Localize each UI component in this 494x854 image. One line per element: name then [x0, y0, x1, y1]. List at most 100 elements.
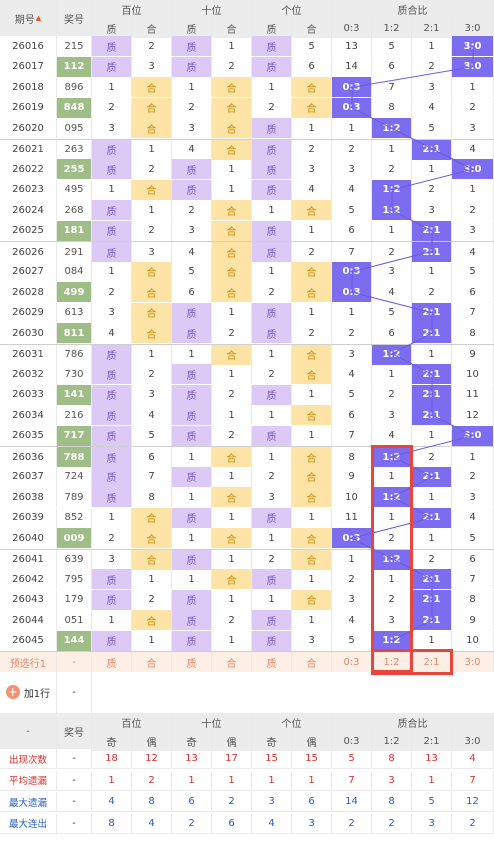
he-mark: 合 [292, 77, 332, 97]
period-header-label: 期号 [14, 14, 35, 26]
prediction-option[interactable]: 合 [212, 652, 252, 672]
data-row: 26030 811 4 合质 2 质 2 2 6 2:1 8 [0, 323, 494, 344]
ratio-miss: 3 [452, 487, 494, 507]
prediction-option[interactable]: 合 [292, 652, 332, 672]
stats-label: 出现次数 [0, 749, 57, 769]
award-number: 112 [57, 56, 92, 77]
zhi-miss: 4 [172, 139, 212, 160]
prediction-option[interactable]: 质 [252, 652, 292, 672]
main-sub-header: 0:3 [332, 18, 372, 38]
ratio-miss: 5 [332, 384, 372, 405]
zhi-mark: 质 [252, 425, 292, 446]
ratio-miss: 12 [452, 405, 494, 425]
he-mark: 合 [292, 364, 332, 384]
ratio-miss: 10 [452, 630, 494, 651]
main-period-header[interactable]: 期号 ▲ [0, 0, 57, 36]
prediction-option[interactable]: 2:1 [412, 652, 452, 672]
prediction-option[interactable]: 质 [92, 652, 132, 672]
data-row: 26020 095 3 合 3 合质 1 1 1:2 5 3 [0, 118, 494, 139]
stats-value: 1 [292, 770, 332, 791]
stats-value: 4 [132, 813, 172, 834]
he-miss: 2 [212, 425, 252, 446]
zhi-miss: 4 [92, 323, 132, 343]
ratio-miss: 1 [372, 139, 412, 160]
ratio-miss: 2 [372, 242, 412, 262]
ratio-miss: 1 [412, 425, 452, 446]
stats-value: 14 [332, 792, 372, 812]
he-mark: 合 [292, 549, 332, 570]
he-mark: 合 [292, 487, 332, 507]
ratio-miss: 6 [452, 282, 494, 302]
he-mark: 合 [292, 466, 332, 487]
ratio-hit: 2:1 [412, 242, 452, 262]
ratio-hit: 2:1 [412, 364, 452, 384]
prediction-option[interactable]: 3:0 [452, 652, 494, 672]
zhi-miss: 1 [252, 447, 292, 467]
ratio-miss: 4 [332, 610, 372, 630]
period-cell: 26022 [0, 159, 57, 179]
period-cell: 26024 [0, 200, 57, 220]
data-row: 26026 291 质 3 4 合质 2 7 2 2:1 4 [0, 241, 494, 262]
prediction-option[interactable]: 1:2 [372, 652, 412, 672]
zhi-mark: 质 [172, 630, 212, 651]
zhi-miss: 2 [172, 97, 212, 118]
prediction-option[interactable]: 质 [172, 652, 212, 672]
prediction-option[interactable]: 合 [132, 652, 172, 672]
stats-sub-header: 3:0 [452, 731, 494, 751]
main-group-header: 十位 [172, 0, 252, 20]
he-mark: 合 [292, 97, 332, 118]
stats-value: 2 [212, 792, 252, 812]
he-miss: 2 [212, 323, 252, 343]
data-row: 26027 084 1 合 5 合 1 合 0:3 3 1 5 [0, 261, 494, 283]
ratio-miss: 3 [332, 344, 372, 365]
period-cell: 26027 [0, 261, 57, 282]
ratio-hit: 3:0 [452, 36, 494, 56]
data-row: 26025 181 质 2 3 合质 1 6 1 2:1 3 [0, 220, 494, 242]
ratio-miss: 1 [412, 261, 452, 282]
stats-value: 6 [172, 792, 212, 812]
zhi-mark: 质 [252, 159, 292, 179]
period-cell: 26032 [0, 364, 57, 384]
zhi-mark: 质 [252, 630, 292, 651]
ratio-miss: 7 [372, 77, 412, 97]
ratio-miss: 4 [452, 507, 494, 528]
main-group-header: 百位 [92, 0, 172, 20]
stats-label: 最大连出 [0, 813, 57, 834]
data-row: 26019 848 2 合 2 合 2 合 0:3 8 4 2 [0, 97, 494, 119]
he-miss: 3 [132, 242, 172, 262]
he-miss: 1 [292, 569, 332, 589]
stats-row: 最大连出 -8 4 2 6 4 3 2 2 3 2 [0, 813, 494, 836]
zhi-mark: 质 [92, 242, 132, 262]
zhi-miss: 3 [172, 220, 212, 241]
period-cell: 26026 [0, 242, 57, 262]
stats-value: 12 [132, 749, 172, 769]
ratio-miss: 1 [412, 528, 452, 548]
stats-header-top: - 奖号 百位 十位 个位 质合比 [0, 713, 494, 749]
period-cell: 26036 [0, 447, 57, 467]
stats-value: 4 [252, 813, 292, 834]
zhi-mark: 质 [172, 364, 212, 384]
ratio-miss: 5 [412, 118, 452, 138]
he-miss: 4 [292, 179, 332, 200]
award-number: 724 [57, 466, 92, 487]
add-row-button[interactable]: + 加1行 [0, 671, 57, 713]
ratio-miss: 10 [452, 364, 494, 384]
he-mark: 合 [292, 344, 332, 365]
zhi-miss: 3 [92, 118, 132, 138]
he-miss: 1 [132, 200, 172, 220]
zhi-miss: 1 [172, 77, 212, 97]
stats-value: 3 [412, 813, 452, 834]
ratio-miss: 2 [372, 159, 412, 179]
ratio-miss: 1 [372, 569, 412, 589]
he-mark: 合 [132, 302, 172, 323]
period-cell: 26016 [0, 36, 57, 56]
he-miss: 1 [292, 425, 332, 446]
data-row: 26021 263 质 1 4 合质 2 2 1 2:1 4 [0, 138, 494, 160]
period-cell: 26042 [0, 569, 57, 589]
stats-sub-header: 1:2 [372, 731, 412, 751]
he-miss: 2 [132, 159, 172, 179]
period-cell: 26033 [0, 384, 57, 405]
sort-arrow-icon[interactable]: ▲ [35, 14, 42, 22]
zhi-miss: 2 [252, 364, 292, 384]
prediction-option[interactable]: 0:3 [332, 652, 372, 672]
